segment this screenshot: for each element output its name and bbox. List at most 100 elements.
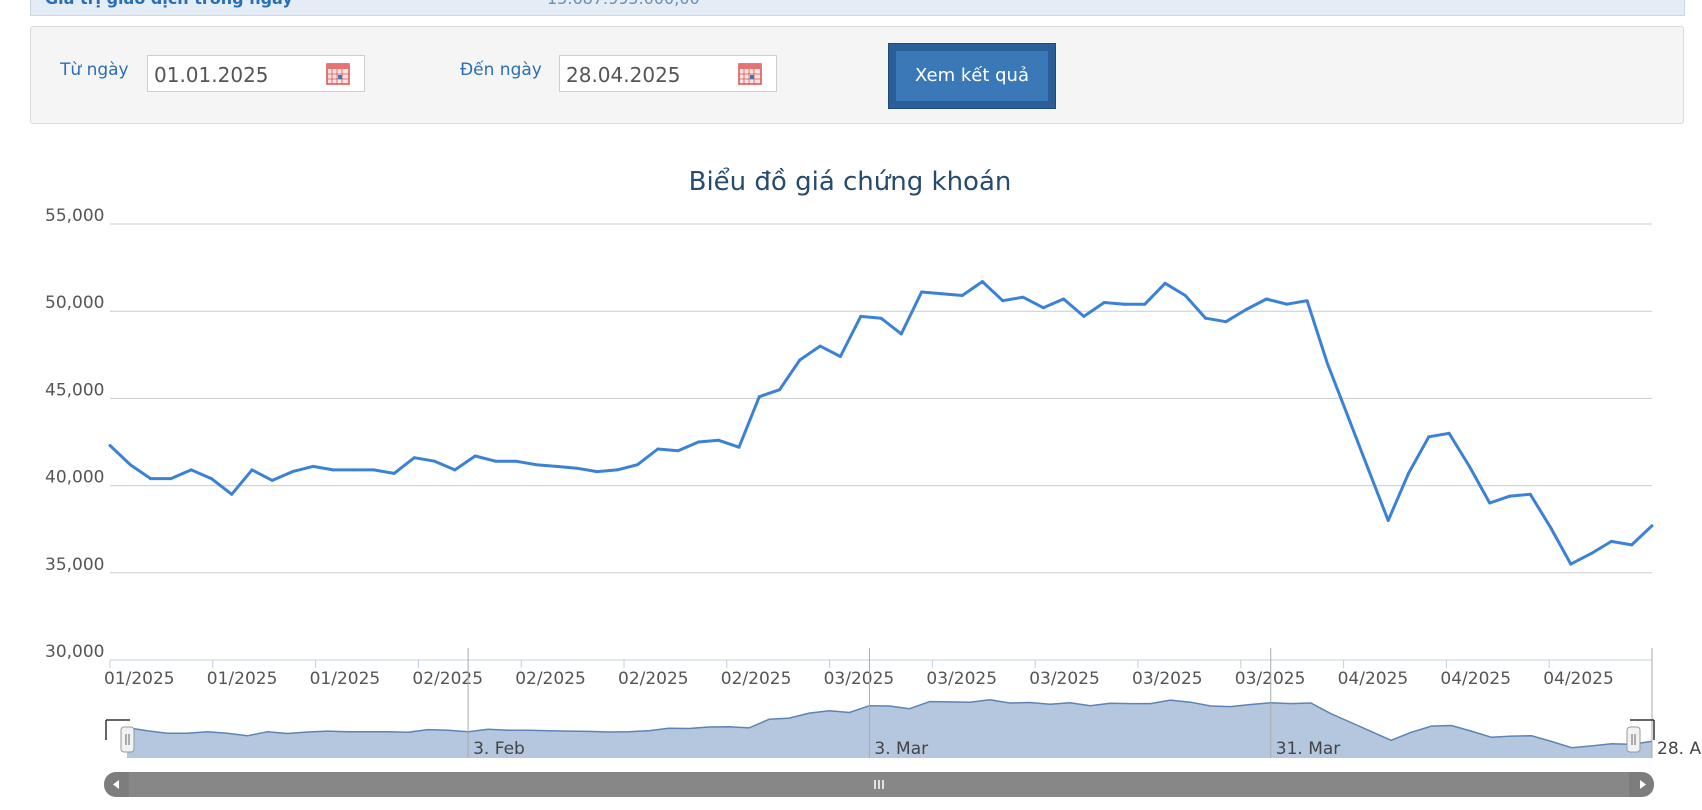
data-point <box>595 470 599 474</box>
data-point <box>270 478 274 482</box>
stock-price-chart: Biểu đồ giá chứng khoán 55,000 50,000 45,0… <box>45 166 1701 797</box>
data-point <box>1265 297 1268 301</box>
navigator-line <box>126 699 1653 749</box>
data-point <box>1325 362 1329 365</box>
data-point <box>1467 464 1471 468</box>
daily-trade-value-strip: Giá trị giao dịch trong ngày 15.687.995.… <box>30 0 1685 16</box>
view-results-button[interactable]: Xem kết quả <box>888 43 1056 109</box>
data-point <box>534 463 538 467</box>
data-point <box>1589 552 1593 556</box>
from-date-field[interactable]: 01.01.2025 <box>147 55 365 92</box>
x-tick-label: 01/2025 <box>310 669 381 689</box>
data-point <box>717 438 721 442</box>
data-point <box>757 395 761 399</box>
x-tick-label: 03/2025 <box>1235 669 1306 689</box>
data-point <box>412 456 416 460</box>
data-point <box>615 468 619 472</box>
data-point <box>1650 524 1654 528</box>
data-point <box>1204 316 1208 320</box>
data-point <box>1021 295 1025 299</box>
data-point <box>169 477 173 481</box>
horizontal-scrollbar[interactable] <box>104 772 1654 797</box>
to-date-field[interactable]: 28.04.2025 <box>559 55 777 92</box>
data-point <box>940 292 944 296</box>
data-point <box>859 314 863 318</box>
data-point <box>1082 314 1086 318</box>
x-tick-label: 04/2025 <box>1543 669 1614 689</box>
data-point <box>1447 431 1451 435</box>
navigator-label: 3. Feb <box>473 739 525 759</box>
data-point <box>838 355 842 358</box>
x-tick-label: 01/2025 <box>104 669 175 689</box>
data-point <box>1305 299 1309 303</box>
x-tick-label: 02/2025 <box>412 669 483 689</box>
data-point <box>189 468 193 472</box>
data-point <box>737 445 741 449</box>
data-point <box>1549 526 1553 529</box>
x-tick-label: 03/2025 <box>1132 669 1203 689</box>
to-date-label: Đến ngày <box>460 60 542 80</box>
from-date-label: Từ ngày <box>60 60 129 80</box>
data-point <box>920 290 924 294</box>
data-point <box>108 444 112 447</box>
y-tick-label: 30,000 <box>45 642 104 662</box>
x-tick-label: 03/2025 <box>926 669 997 689</box>
data-point <box>554 464 558 468</box>
navigator-labels: 3. Feb 3. Mar 31. Mar 28. A <box>467 648 1701 759</box>
data-point <box>473 454 477 458</box>
data-point <box>1163 281 1167 285</box>
scroll-right-arrow-icon[interactable] <box>1640 780 1646 789</box>
chart-title: Biểu đồ giá chứng khoán <box>689 166 1012 197</box>
data-point <box>1001 299 1005 303</box>
data-point <box>352 468 355 472</box>
data-point <box>1366 466 1370 470</box>
y-tick-label: 40,000 <box>45 468 104 488</box>
data-point <box>230 492 234 496</box>
from-date-value: 01.01.2025 <box>154 63 269 87</box>
data-point <box>1569 562 1573 566</box>
data-point <box>433 459 437 463</box>
data-point <box>1285 302 1289 306</box>
to-date-value: 28.04.2025 <box>566 63 681 87</box>
calendar-icon[interactable] <box>738 61 762 85</box>
trade-value-label: Giá trị giao dịch trong ngày <box>45 0 293 8</box>
data-point <box>899 332 903 336</box>
data-point <box>1244 308 1248 311</box>
y-tick-label: 55,000 <box>45 206 104 226</box>
price-line <box>108 280 1654 566</box>
y-tick-label: 50,000 <box>45 293 104 313</box>
y-axis-labels: 55,000 50,000 45,000 40,000 35,000 30,000 <box>45 206 104 662</box>
grid-lines <box>110 223 1652 661</box>
x-tick-label: 01/2025 <box>207 669 278 689</box>
navigator-right-bracket <box>1630 719 1655 740</box>
navigator[interactable]: 3. Feb 3. Mar 31. Mar 28. A <box>105 648 1701 759</box>
data-point <box>636 463 639 467</box>
data-point <box>1102 301 1106 304</box>
navigator-left-handle[interactable] <box>120 726 135 753</box>
data-point <box>1386 519 1390 522</box>
data-point <box>1346 414 1350 418</box>
x-axis: 01/2025 01/2025 01/2025 02/2025 02/2025 02/20… <box>104 660 1614 689</box>
calendar-icon[interactable] <box>326 61 350 85</box>
data-point <box>879 316 883 320</box>
data-point <box>1630 543 1634 547</box>
data-point <box>778 388 782 392</box>
data-point <box>696 440 700 444</box>
view-results-label: Xem kết quả <box>896 51 1048 101</box>
navigator-right-handle[interactable] <box>1626 726 1641 753</box>
x-tick-label: 02/2025 <box>515 669 586 689</box>
data-point <box>1041 306 1045 310</box>
data-point <box>1407 471 1410 475</box>
x-tick-label: 03/2025 <box>824 669 895 689</box>
data-point <box>1143 302 1147 306</box>
navigator-label: 3. Mar <box>874 739 928 759</box>
data-point <box>798 358 802 362</box>
y-tick-label: 45,000 <box>45 380 104 400</box>
data-point <box>209 477 213 481</box>
x-tick-label: 04/2025 <box>1338 669 1409 689</box>
scroll-left-arrow-icon[interactable] <box>113 780 119 789</box>
x-tick-label: 02/2025 <box>721 669 792 689</box>
x-tick-label: 02/2025 <box>618 669 689 689</box>
data-point <box>960 294 964 297</box>
x-tick-label: 04/2025 <box>1440 669 1511 689</box>
